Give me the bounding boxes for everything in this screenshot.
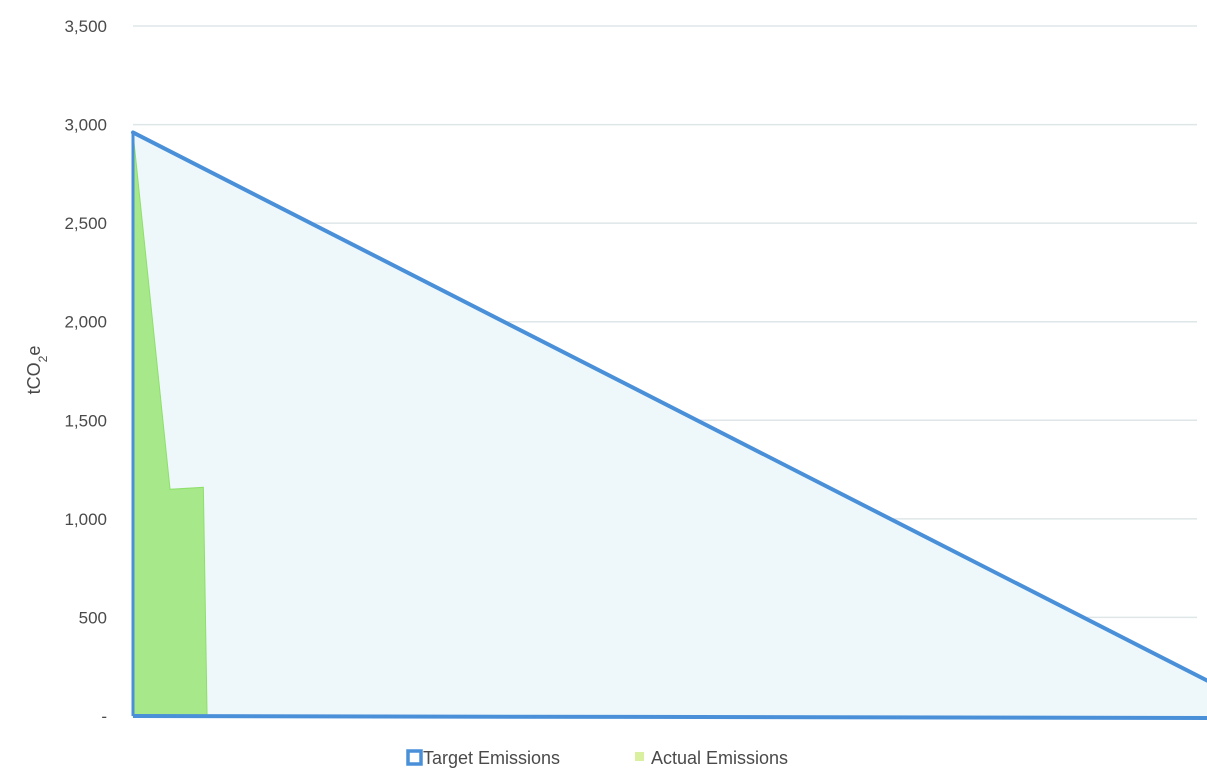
- legend-swatch-target: [406, 749, 423, 766]
- legend-label-target: Target Emissions: [423, 748, 560, 768]
- y-axis-tick-labels: - 500 1,000 1,500 2,000 2,500 3,000 3,500: [64, 17, 107, 726]
- y-tick-label: 1,500: [64, 411, 107, 430]
- legend-swatch-actual: [635, 752, 644, 761]
- y-tick-label: 2,500: [64, 214, 107, 233]
- target-emissions-line: [131, 130, 1207, 683]
- series-lines: [131, 130, 1207, 720]
- legend-label-actual: Actual Emissions: [651, 748, 788, 768]
- y-tick-label: -: [101, 707, 107, 726]
- y-tick-label: 3,500: [64, 17, 107, 36]
- y-tick-label: 1,000: [64, 510, 107, 529]
- y-tick-label: 500: [79, 608, 107, 627]
- series-areas: [132, 132, 1207, 717]
- y-tick-label: 3,000: [64, 116, 107, 135]
- target-emissions-baseline: [132, 714, 1207, 720]
- y-axis-title: tCO2e: [24, 346, 50, 395]
- y-tick-label: 2,000: [64, 313, 107, 332]
- legend: Target Emissions Actual Emissions: [406, 748, 788, 768]
- target-emissions-area: [133, 132, 1207, 716]
